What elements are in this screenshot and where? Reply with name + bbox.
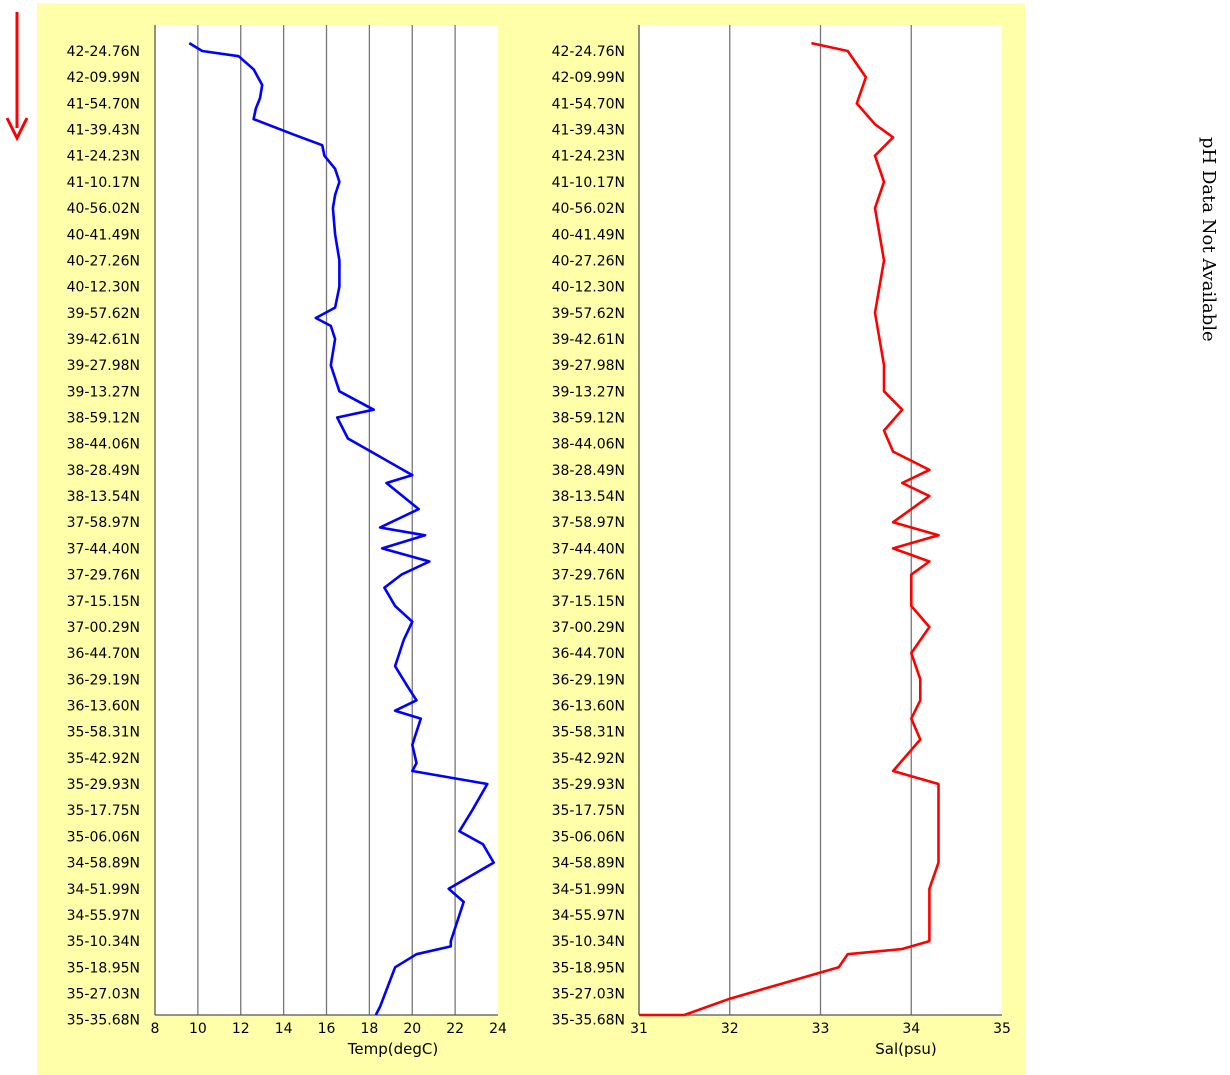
temp-x-tick-label: 10 [189, 1021, 207, 1037]
temp-y-tick-label: 40-41.49N [67, 227, 140, 243]
temp-y-tick-label: 34-51.99N [67, 882, 140, 898]
sal-y-tick-label: 35-17.75N [552, 803, 625, 819]
temp-y-tick-label: 41-39.43N [67, 123, 140, 139]
temp-y-tick-label: 39-13.27N [67, 384, 140, 400]
sal-y-tick-label: 35-58.31N [552, 725, 625, 741]
temp-y-tick-label: 34-55.97N [67, 908, 140, 924]
temp-y-tick-label: 37-58.97N [67, 515, 140, 531]
sal-y-tick-label: 37-44.40N [552, 541, 625, 557]
temp-y-tick-label: 40-12.30N [67, 280, 140, 296]
temp-x-tick-label: 12 [232, 1021, 250, 1037]
direction-arrow [5, 12, 29, 142]
sal-x-tick-label: 31 [630, 1021, 648, 1037]
temp-y-tick-label: 38-13.54N [67, 489, 140, 505]
temp-y-tick-label: 39-42.61N [67, 332, 140, 348]
temp-y-tick-label: 38-28.49N [67, 463, 140, 479]
temp-y-tick-label: 38-44.06N [67, 437, 140, 453]
sal-x-tick-label: 32 [721, 1021, 739, 1037]
sal-y-tick-label: 38-44.06N [552, 437, 625, 453]
temp-y-tick-label: 35-06.06N [67, 829, 140, 845]
sal-y-tick-label: 39-27.98N [552, 358, 625, 374]
temp-y-tick-label: 37-15.15N [67, 594, 140, 610]
sal-y-tick-label: 38-28.49N [552, 463, 625, 479]
sal-y-tick-label: 36-29.19N [552, 672, 625, 688]
temp-y-tick-label: 41-54.70N [67, 96, 140, 112]
sal-y-tick-label: 35-10.34N [552, 934, 625, 950]
sal-y-tick-label: 35-27.03N [552, 986, 625, 1002]
sal-y-tick-label: 34-55.97N [552, 908, 625, 924]
temp-y-tick-label: 35-29.93N [67, 777, 140, 793]
sal-y-tick-label: 39-42.61N [552, 332, 625, 348]
temp-y-tick-label: 40-56.02N [67, 201, 140, 217]
sal-y-tick-label: 37-15.15N [552, 594, 625, 610]
temp-y-tick-label: 41-10.17N [67, 175, 140, 191]
temp-y-tick-label: 39-57.62N [67, 306, 140, 322]
sal-y-tick-label: 37-58.97N [552, 515, 625, 531]
temp-y-tick-label: 36-29.19N [67, 672, 140, 688]
sal-y-tick-label: 35-35.68N [552, 1013, 625, 1029]
temp-y-tick-label: 36-44.70N [67, 646, 140, 662]
temp-x-tick-label: 16 [318, 1021, 336, 1037]
sal-x-tick-label: 35 [993, 1021, 1011, 1037]
temp-x-tick-label: 22 [446, 1021, 464, 1037]
sal-y-tick-label: 38-13.54N [552, 489, 625, 505]
temp-x-tick-label: 24 [489, 1021, 507, 1037]
temp-y-tick-label: 40-27.26N [67, 253, 140, 269]
sal-y-tick-label: 40-56.02N [552, 201, 625, 217]
sal-y-tick-label: 37-29.76N [552, 568, 625, 584]
sal-x-axis-title: Sal(psu) [875, 1040, 936, 1058]
temp-y-tick-label: 41-24.23N [67, 149, 140, 165]
sal-series-line [639, 41, 940, 1017]
temp-y-tick-label: 35-17.75N [67, 803, 140, 819]
sal-y-tick-label: 42-09.99N [552, 70, 625, 86]
temp-y-tick-label: 35-58.31N [67, 725, 140, 741]
temp-y-tick-label: 37-00.29N [67, 620, 140, 636]
temp-y-tick-label: 42-24.76N [67, 44, 140, 60]
temp-y-tick-label: 38-59.12N [67, 411, 140, 427]
sal-y-tick-label: 35-06.06N [552, 829, 625, 845]
temp-y-tick-label: 35-35.68N [67, 1013, 140, 1029]
temp-y-tick-label: 35-18.95N [67, 960, 140, 976]
sal-y-tick-label: 35-42.92N [552, 751, 625, 767]
temp-x-tick-label: 18 [360, 1021, 378, 1037]
temp-y-tick-label: 39-27.98N [67, 358, 140, 374]
sal-y-tick-label: 39-13.27N [552, 384, 625, 400]
ph-unavailable-note: pH Data Not Available [1198, 137, 1219, 342]
sal-y-tick-label: 42-24.76N [552, 44, 625, 60]
sal-y-tick-label: 40-41.49N [552, 227, 625, 243]
sal-y-tick-label: 34-51.99N [552, 882, 625, 898]
sal-y-tick-label: 36-44.70N [552, 646, 625, 662]
sal-y-tick-label: 41-39.43N [552, 123, 625, 139]
temp-y-tick-label: 34-58.89N [67, 856, 140, 872]
temp-y-tick-label: 36-13.60N [67, 699, 140, 715]
sal-y-tick-label: 40-27.26N [552, 253, 625, 269]
temp-x-tick-label: 14 [275, 1021, 293, 1037]
sal-y-tick-label: 36-13.60N [552, 699, 625, 715]
sal-y-tick-label: 41-24.23N [552, 149, 625, 165]
temp-y-tick-label: 35-10.34N [67, 934, 140, 950]
temperature-panel: 8 10 12 14 16 18 20 22 24 42-24.76N 42-09.99N 41-54… [67, 25, 507, 1058]
sal-x-tick-label: 34 [902, 1021, 920, 1037]
sal-y-tick-label: 39-57.62N [552, 306, 625, 322]
sal-y-tick-label: 41-54.70N [552, 96, 625, 112]
temp-series-line [188, 41, 496, 1016]
sal-y-tick-label: 41-10.17N [552, 175, 625, 191]
temp-y-tick-label: 35-42.92N [67, 751, 140, 767]
sal-y-tick-label: 37-00.29N [552, 620, 625, 636]
temp-y-tick-label: 37-44.40N [67, 541, 140, 557]
sal-y-tick-label: 35-18.95N [552, 960, 625, 976]
sal-y-tick-label: 38-59.12N [552, 411, 625, 427]
temp-x-tick-label: 8 [151, 1021, 160, 1037]
temp-y-tick-label: 37-29.76N [67, 568, 140, 584]
temp-x-axis-title: Temp(degC) [347, 1040, 438, 1058]
sal-y-tick-label: 40-12.30N [552, 280, 625, 296]
sal-y-tick-label: 35-29.93N [552, 777, 625, 793]
temp-y-tick-label: 35-27.03N [67, 986, 140, 1002]
sal-x-tick-label: 33 [812, 1021, 830, 1037]
salinity-panel: 31 32 33 34 35 42-24.76N 42-09.99N 41-54.70N 41-… [552, 25, 1011, 1058]
temp-y-tick-label: 42-09.99N [67, 70, 140, 86]
sal-y-tick-label: 34-58.89N [552, 856, 625, 872]
temp-x-tick-label: 20 [403, 1021, 421, 1037]
